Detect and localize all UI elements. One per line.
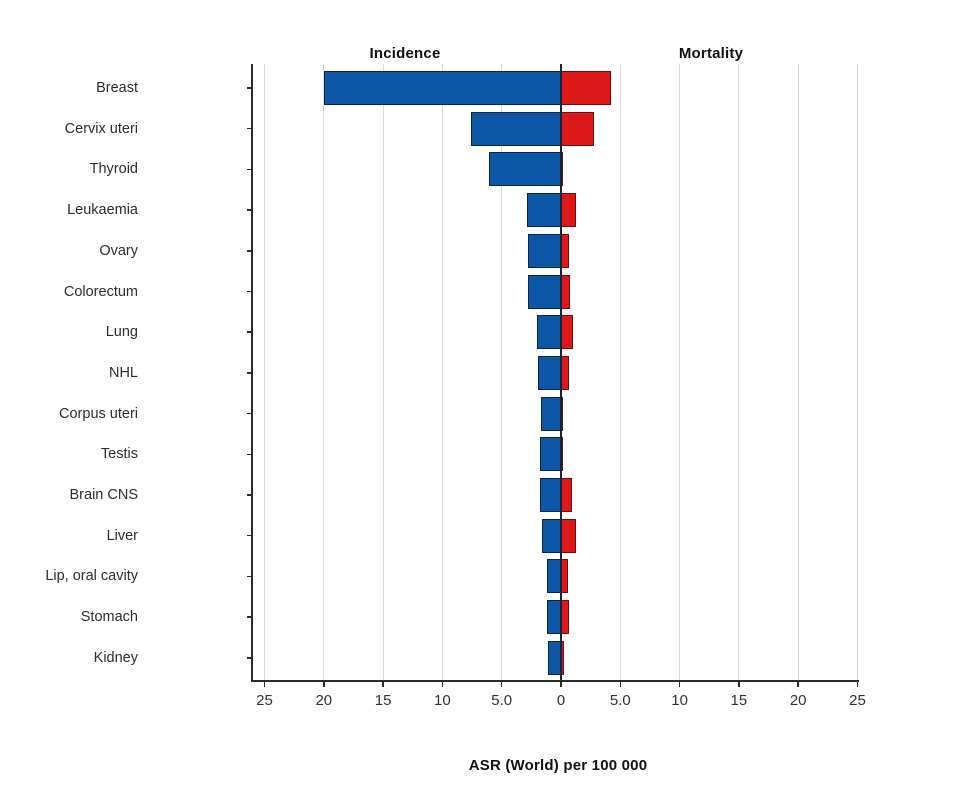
- incidence-bar: [323, 71, 561, 105]
- gridline: [264, 64, 265, 680]
- category-axis-tick: [247, 209, 253, 211]
- gridline: [797, 64, 799, 680]
- gridline: [323, 64, 325, 680]
- mortality-bar: [561, 193, 577, 228]
- incidence-bar: [537, 315, 561, 350]
- category-axis-tick: [247, 534, 253, 537]
- x-axis-tick: [263, 680, 266, 687]
- category-label: Corpus uteri: [59, 405, 138, 422]
- category-label: Cervix uteri: [64, 120, 138, 137]
- x-tick-label: 5.0: [491, 692, 513, 709]
- category-axis-tick: [247, 616, 253, 618]
- mortality-bar: [561, 478, 572, 512]
- incidence-bar: [546, 559, 561, 594]
- category-axis-tick: [247, 290, 253, 293]
- gridline: [501, 64, 503, 680]
- mortality-bar: [561, 518, 577, 553]
- x-axis-tick: [797, 680, 799, 687]
- gridline: [382, 64, 384, 680]
- x-axis-tick: [500, 680, 503, 687]
- category-label: Leukaemia: [67, 202, 138, 219]
- incidence-bar: [539, 478, 561, 512]
- category-label: Ovary: [99, 242, 138, 259]
- gridline: [441, 64, 443, 680]
- incidence-bar: [542, 518, 561, 553]
- mortality-bar: [561, 600, 570, 635]
- incidence-bar: [527, 274, 561, 309]
- plot-area: 25 20 15 10 5.0 0 5.0 10 15 20 25 Breast Cervix uter…: [45, 64, 866, 709]
- category-axis-tick: [247, 657, 253, 659]
- gridline: [857, 64, 858, 680]
- x-tick-label: 20: [315, 692, 333, 709]
- mortality-panel-title: Mortality: [678, 45, 744, 62]
- category-axis-tick: [247, 575, 253, 578]
- mortality-bar: [561, 274, 571, 309]
- x-tick-label: 25: [256, 692, 273, 709]
- category-label: Brain CNS: [69, 487, 139, 503]
- mortality-bar: [561, 71, 611, 105]
- x-tick-label: 15: [374, 692, 392, 709]
- category-axis-tick: [247, 87, 253, 89]
- category-axis-tick: [247, 331, 253, 333]
- x-axis-tick: [678, 680, 681, 687]
- category-axis-tick: [247, 127, 253, 130]
- incidence-bar: [546, 600, 561, 635]
- x-axis-tick: [738, 680, 740, 687]
- category-axis-tick: [247, 250, 253, 252]
- zero-axis-line: [560, 64, 562, 680]
- x-axis-tick: [619, 680, 622, 687]
- x-tick-label: 25: [849, 692, 866, 709]
- category-label: NHL: [108, 364, 138, 381]
- mortality-bar: [561, 355, 570, 390]
- x-axis-tick: [323, 680, 325, 687]
- mortality-bar: [561, 233, 570, 268]
- category-label: Lip, oral cavity: [45, 568, 138, 585]
- mortality-bar: [561, 559, 569, 594]
- x-tick-label: 20: [789, 692, 807, 709]
- x-tick-label: 15: [730, 692, 748, 709]
- category-label: Stomach: [80, 609, 138, 626]
- incidence-bar: [540, 396, 561, 431]
- category-label: Liver: [106, 527, 138, 544]
- x-axis-tick: [382, 680, 384, 687]
- category-label: Colorectum: [63, 283, 138, 300]
- x-tick-label: 5.0: [609, 692, 631, 709]
- mortality-bar: [561, 111, 595, 146]
- category-label: Kidney: [93, 649, 138, 666]
- x-axis-tick: [441, 680, 444, 687]
- incidence-bar: [470, 111, 561, 146]
- gridline: [738, 64, 740, 680]
- mortality-bar: [561, 315, 573, 350]
- x-tick-label: 10: [434, 692, 451, 709]
- incidence-bar: [539, 437, 561, 472]
- category-axis-tick: [247, 412, 253, 415]
- category-label: Breast: [96, 80, 138, 96]
- incidence-bar: [527, 233, 561, 268]
- category-axis-tick: [247, 494, 253, 496]
- x-tick-label: 10: [671, 692, 688, 709]
- x-axis-tick: [560, 680, 562, 687]
- category-axis-tick: [247, 168, 253, 171]
- incidence-bar: [526, 193, 561, 228]
- incidence-bar: [538, 355, 561, 390]
- category-label: Thyroid: [89, 161, 138, 178]
- x-tick-label: 0: [556, 692, 566, 709]
- incidence-panel-title: Incidence: [369, 45, 441, 62]
- gridline: [679, 64, 681, 680]
- x-axis-tick: [856, 680, 859, 687]
- incidence-bar: [488, 152, 561, 187]
- x-axis-label: ASR (World) per 100 000: [468, 757, 648, 774]
- category-axis-tick: [247, 453, 253, 456]
- category-label: Testis: [100, 446, 138, 463]
- gridline: [619, 64, 621, 680]
- category-label: Lung: [105, 324, 138, 341]
- category-axis-tick: [247, 372, 253, 374]
